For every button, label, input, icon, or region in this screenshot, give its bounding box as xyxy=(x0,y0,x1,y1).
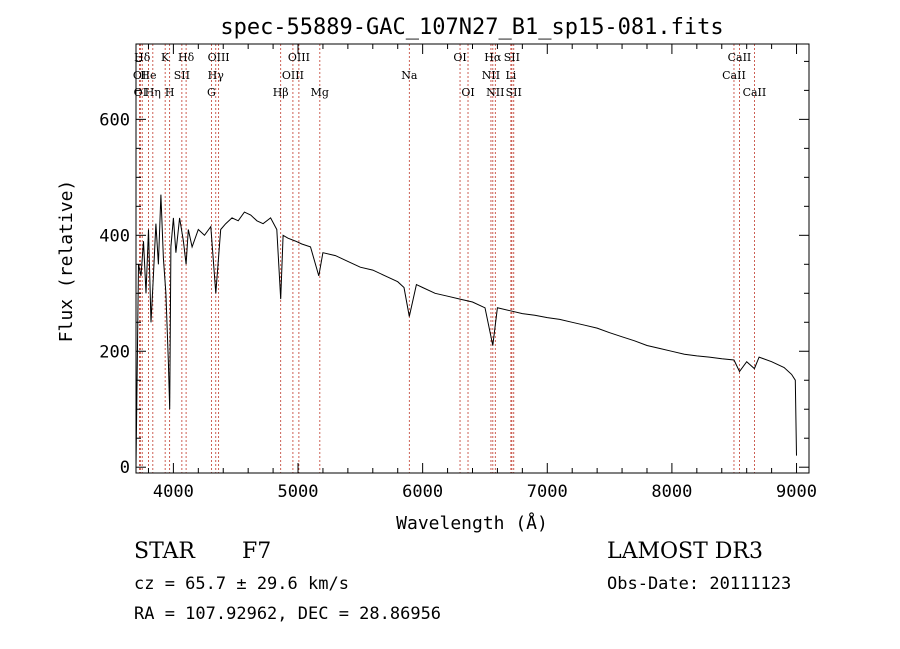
flux-series-line xyxy=(135,194,797,468)
line-label-23: Li xyxy=(505,69,516,82)
y-tick-label: 600 xyxy=(99,110,130,130)
line-label-22: SII xyxy=(504,51,520,64)
line-label-9: OIII xyxy=(208,51,230,64)
y-axis-ticks: 0 200 400 600 xyxy=(99,60,809,478)
line-label-20: NII xyxy=(482,69,500,82)
y-tick-label: 200 xyxy=(99,342,130,362)
line-label-12: Hβ xyxy=(273,86,289,99)
spectral-line-labels: Hδ OI OI He Hη K H SII Hδ OIII Hγ G Hβ OIII OIII Mg Na OI… xyxy=(133,51,766,99)
x-tick-label: 7000 xyxy=(527,482,568,502)
chart-title: spec-55889-GAC_107N27_B1_sp15-081.fits xyxy=(220,15,723,40)
y-tick-label: 400 xyxy=(99,226,130,246)
line-label-8: Hδ xyxy=(178,51,195,64)
line-label-13: OIII xyxy=(288,51,310,64)
line-label-6: H xyxy=(165,86,175,99)
line-label-16: Na xyxy=(401,69,418,82)
observation-date: Obs-Date: 20111123 xyxy=(607,574,791,594)
x-tick-label: 9000 xyxy=(776,482,817,502)
line-label-17: OI xyxy=(453,51,466,64)
coordinates-text: RA = 107.92962, DEC = 28.86956 xyxy=(134,604,441,624)
line-label-11: G xyxy=(207,86,216,99)
survey-name: LAMOST DR3 xyxy=(607,539,763,564)
line-label-24: SII xyxy=(506,86,522,99)
y-axis-label: Flux (relative) xyxy=(56,180,77,343)
line-label-26: CaII xyxy=(722,69,746,82)
line-label-7: SII xyxy=(174,69,190,82)
x-axis-label: Wavelength (Å) xyxy=(396,512,548,534)
spectral-line-markers xyxy=(139,44,755,473)
line-label-5: K xyxy=(161,51,170,64)
line-label-4: Hη xyxy=(145,86,161,99)
line-label-3: He xyxy=(140,69,156,82)
plot-frame xyxy=(135,43,810,474)
object-subclass: F7 xyxy=(242,539,271,564)
line-label-18: OI xyxy=(461,86,474,99)
line-label-21: NII xyxy=(486,86,504,99)
line-label-19: Hα xyxy=(484,51,502,64)
x-tick-label: 8000 xyxy=(651,482,692,502)
x-tick-label: 5000 xyxy=(278,482,319,502)
line-label-10: Hγ xyxy=(208,69,225,82)
x-axis-ticks: 4000 5000 6000 7000 8000 9000 xyxy=(147,44,817,502)
line-label-25: CaII xyxy=(728,51,752,64)
x-tick-label: 4000 xyxy=(153,482,194,502)
line-label-27: CaII xyxy=(743,86,767,99)
line-label-2: OI xyxy=(134,86,147,99)
x-tick-label: 6000 xyxy=(402,482,443,502)
y-tick-label: 0 xyxy=(120,458,130,478)
line-label-14: OIII xyxy=(282,69,304,82)
line-label-0: Hδ xyxy=(134,51,151,64)
redshift-text: cz = 65.7 ± 29.6 km/s xyxy=(134,574,349,594)
line-label-15: Mg xyxy=(311,86,329,99)
object-class: STAR xyxy=(134,539,196,564)
